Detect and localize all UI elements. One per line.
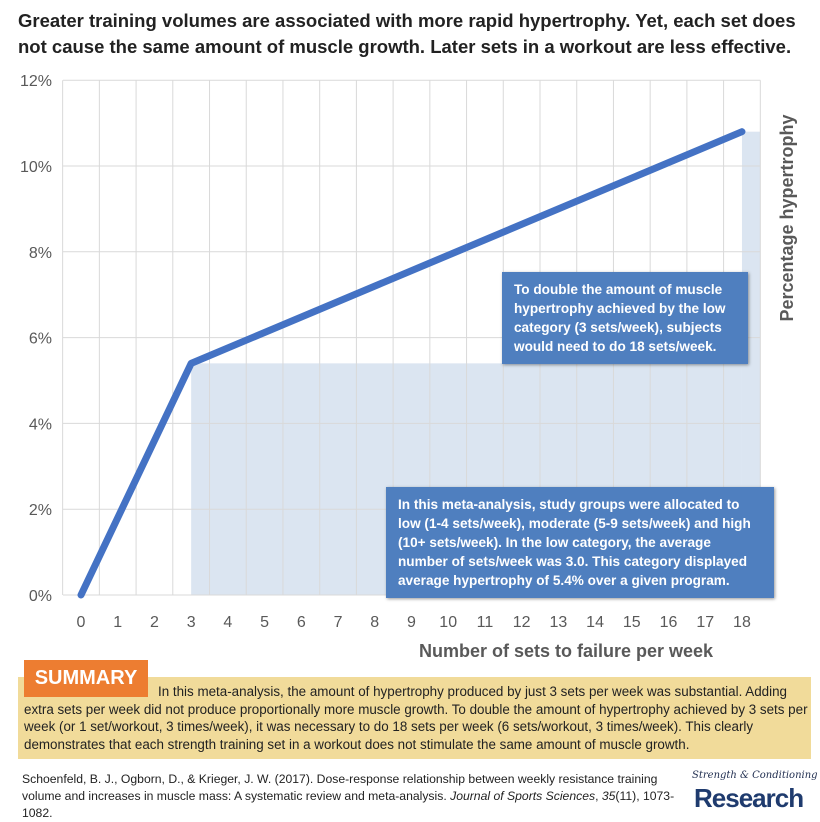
x-tick-label: 1 (113, 614, 122, 631)
y-tick-label: 4% (29, 416, 52, 433)
x-tick-label: 9 (407, 614, 416, 631)
x-tick-label: 8 (370, 614, 379, 631)
y-tick-label: 8% (29, 245, 52, 262)
y-tick-label: 0% (29, 588, 52, 605)
x-tick-label: 2 (150, 614, 159, 631)
x-tick-label: 7 (334, 614, 343, 631)
y-tick-label: 12% (20, 73, 52, 90)
annotation-double: To double the amount of muscle hypertrop… (502, 272, 748, 364)
x-tick-label: 3 (187, 614, 196, 631)
x-tick-label: 4 (223, 614, 232, 631)
citation-journal: Journal of Sports Sciences (450, 789, 595, 803)
citation-volume: 35 (602, 789, 616, 803)
x-tick-label: 15 (623, 614, 641, 631)
x-tick-label: 5 (260, 614, 269, 631)
x-axis-label: Number of sets to failure per week (419, 641, 714, 661)
x-tick-label: 12 (513, 614, 531, 631)
logo-research: Research (694, 783, 803, 814)
y-axis-label: Percentage hypertrophy (777, 114, 797, 321)
x-tick-label: 13 (549, 614, 567, 631)
summary-label: SUMMARY (24, 660, 148, 697)
x-tick-label: 0 (77, 614, 86, 631)
x-tick-label: 16 (660, 614, 678, 631)
citation: Schoenfeld, B. J., Ogborn, D., & Krieger… (22, 771, 682, 822)
annotation-meta-analysis: In this meta-analysis, study groups were… (386, 487, 774, 598)
y-tick-label: 2% (29, 502, 52, 519)
x-tick-label: 18 (733, 614, 751, 631)
x-tick-label: 6 (297, 614, 306, 631)
logo-line1: Strength & Conditioning (692, 770, 818, 781)
x-tick-label: 11 (477, 614, 494, 631)
x-tick-label: 10 (439, 614, 457, 631)
x-tick-label: 14 (586, 614, 604, 631)
y-tick-label: 6% (29, 331, 52, 348)
x-tick-label: 17 (696, 614, 714, 631)
y-tick-label: 10% (20, 159, 52, 176)
